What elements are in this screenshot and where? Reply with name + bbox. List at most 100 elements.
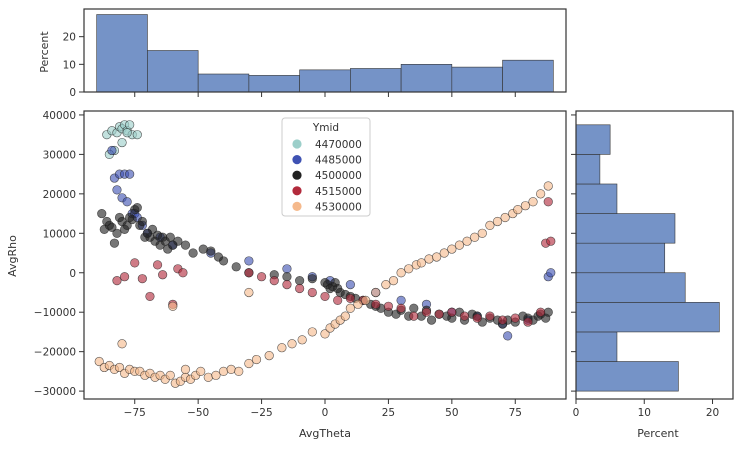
scatter-point [173,236,183,246]
scatter-point [388,276,399,286]
scatter-point [439,248,449,258]
scatter-point [112,228,122,238]
scatter-point [196,366,206,376]
scatter-point [256,272,267,282]
scatter-point [180,364,191,375]
scatter-point [188,248,198,258]
marginal-y-x-axis-label: Percent [637,427,679,440]
scatter-point [396,268,406,278]
scatter-point [416,258,427,268]
histogram-bar [575,213,676,244]
plot-frame [83,110,567,400]
marginal-x-frame [83,8,567,93]
histogram-bar [96,14,148,93]
y-tick-label: 10 [63,59,76,71]
legend-marker [292,170,302,180]
scatter-point [536,189,546,199]
scatter-point [333,295,343,305]
scatter-point [546,236,556,246]
scatter-point [137,216,147,227]
scatter-point [396,303,406,313]
scatter-point [345,293,355,303]
x-tick-label: 75 [509,407,522,419]
scatter-point [360,295,371,305]
scatter-point [510,313,520,323]
scatter-point [269,276,279,286]
histogram-bar [299,69,351,93]
histogram-bar [575,302,720,333]
scatter-point [528,197,538,207]
scatter-point [320,291,330,302]
scatter-point [421,307,432,317]
scatter-point [485,311,495,321]
scatter-point [447,244,457,254]
scatter-point [447,307,457,317]
scatter-point [119,272,130,282]
scatter-point [295,283,305,294]
scatter-point [409,303,419,313]
scatter-point [353,299,363,309]
legend-marker [292,139,302,149]
legend-label: 4530000 [315,201,362,213]
marginal-y-histogram: 0 10 20 [571,110,734,419]
x-tick-label: 20 [706,407,719,419]
y-tick-label: 10000 [43,228,76,240]
scatter-point [107,145,117,156]
scatter-point [282,264,292,274]
scatter-point [198,244,208,254]
marginal-y-frame [575,110,734,400]
legend-frame [281,117,371,217]
scatter-point [264,351,274,361]
legend-marker [292,186,302,196]
scatter-point [295,276,305,286]
legend-label: 4485000 [315,155,362,167]
scatter-point [500,212,510,223]
marginal-x-y-axis-label: Percent [38,31,51,73]
scatter-point [485,220,495,231]
scatter-point [180,240,191,250]
scatter-point [497,315,508,325]
scatter-point [244,256,254,266]
scatter-point [244,358,254,369]
scatter-point [543,197,553,207]
histogram-bar [502,59,554,93]
histogram-bar [350,68,402,93]
y-tick-label: −20000 [34,347,76,359]
scatter-point [424,254,434,264]
scatter-point [462,236,472,246]
scatter-point [536,307,546,317]
scatter-point [404,264,414,274]
scatter-point [381,279,391,290]
scatter-point [127,214,137,225]
scatter-point [320,329,330,339]
scatter-point [122,197,132,207]
scatter-point [396,295,406,305]
legend-marker [292,201,302,211]
y-tick-label: −30000 [34,386,76,398]
y-tick-label: 20000 [43,189,76,201]
scatter-point [472,313,482,323]
y-tick-label: −10000 [34,307,76,319]
histogram-bar [575,331,618,362]
scatter-point [383,301,394,311]
scatter-point [277,343,287,353]
histogram-bar [575,124,611,155]
scatter-point [94,356,104,367]
scatter-point [231,262,241,272]
x-tick-label: 0 [573,407,580,419]
scatter-point [513,205,523,215]
x-tick-label: −50 [187,407,209,419]
scatter-point [543,181,553,191]
histogram-bar [147,50,199,93]
legend-label: 4515000 [315,186,362,198]
scatter-point [109,238,120,248]
scatter-point [168,301,178,311]
x-tick-label: −75 [124,407,146,419]
scatter-point [132,203,142,213]
scatter-point [282,272,292,282]
scatter-point [218,366,229,376]
scatter-point [477,228,487,238]
scatter-point [203,372,213,382]
x-tick-label: 10 [638,407,651,419]
legend-label: 4470000 [315,139,362,151]
